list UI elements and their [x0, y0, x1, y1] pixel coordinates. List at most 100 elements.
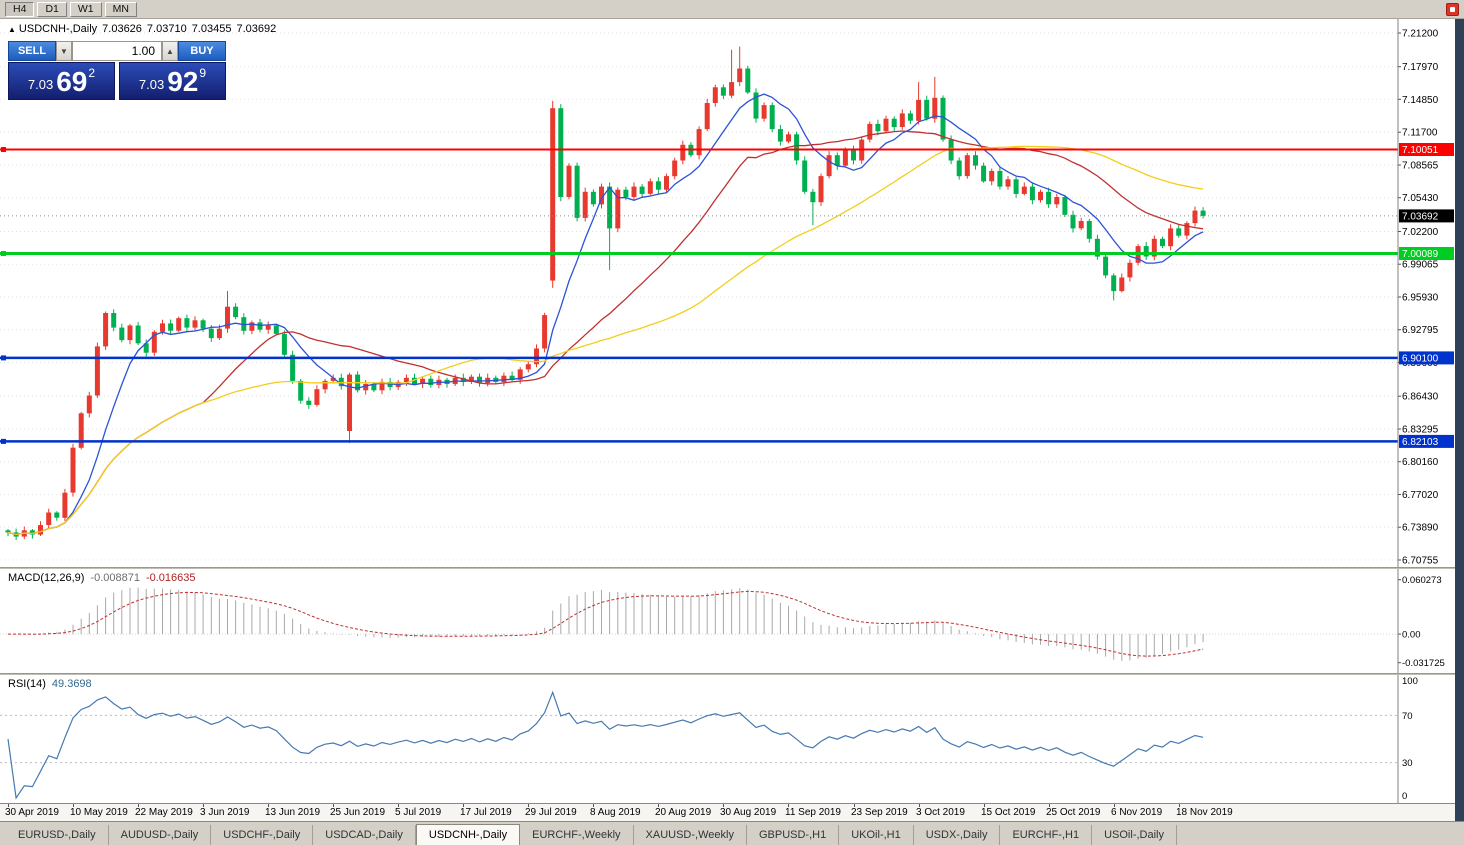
time-axis-label: 3 Oct 2019: [916, 807, 965, 818]
time-axis-tick: [398, 804, 399, 807]
ma-line-8: [7, 93, 1204, 536]
buy-price-point: 9: [199, 66, 207, 80]
time-axis-label: 29 Jul 2019: [525, 807, 577, 818]
time-axis-label: 30 Aug 2019: [720, 807, 777, 818]
time-axis-tick: [788, 804, 789, 807]
macd-main-value: -0.008871: [90, 572, 140, 584]
macd-chart[interactable]: 0.060273 0.00 -0.031725: [0, 569, 1455, 673]
window-edge-strip: [1455, 19, 1464, 821]
price-axis[interactable]: 7.21200 7.17970 7.14850 7.11700 7.08565 7.054…: [1397, 19, 1455, 567]
time-axis[interactable]: 30 Apr 2019 10 May 2019 22 May 2019 3 Jun 2…: [0, 803, 1455, 821]
current-price-badge: 7.03692: [1399, 209, 1454, 223]
ohlc-close: 7.03692: [236, 23, 277, 35]
pane-splitter[interactable]: [0, 567, 1455, 569]
timeframe-button-h4[interactable]: H4: [5, 1, 35, 17]
svg-text:0.060273: 0.060273: [1402, 575, 1442, 586]
symbol-name: USDCNH-,Daily: [18, 23, 98, 35]
svg-text:6.73890: 6.73890: [1402, 523, 1439, 534]
time-axis-tick: [463, 804, 464, 807]
timeframe-button-mn[interactable]: MN: [104, 1, 137, 17]
time-axis-label: 10 May 2019: [70, 807, 128, 818]
svg-text:6.77020: 6.77020: [1402, 490, 1439, 501]
svg-text:7.08565: 7.08565: [1402, 161, 1439, 172]
time-axis-tick: [854, 804, 855, 807]
svg-text:7.21200: 7.21200: [1402, 29, 1439, 40]
time-axis-label: 25 Jun 2019: [330, 807, 386, 818]
svg-text:7.11700: 7.11700: [1402, 128, 1438, 139]
volume-decrease-button[interactable]: ▼: [56, 41, 72, 61]
tab-audusd-daily[interactable]: AUDUSD-,Daily: [109, 825, 212, 845]
time-axis-tick: [203, 804, 204, 807]
price-grid: [0, 32, 1398, 561]
main-chart-pane[interactable]: 7.21200 7.17970 7.14850 7.11700 7.08565 7.054…: [0, 19, 1455, 567]
svg-text:7.10051: 7.10051: [1402, 145, 1439, 156]
sell-price-prefix: 7.03: [27, 77, 54, 92]
time-axis-label: 5 Jul 2019: [395, 807, 442, 818]
time-axis-tick: [723, 804, 724, 807]
buy-price-prefix: 7.03: [138, 77, 165, 92]
sell-price-display[interactable]: 7.03 69 2: [8, 62, 115, 100]
tab-usoil-daily[interactable]: USOil-,Daily: [1092, 825, 1177, 845]
time-axis-tick: [138, 804, 139, 807]
hline-price-badge: 6.90100: [1399, 351, 1454, 365]
svg-text:6.83295: 6.83295: [1402, 425, 1439, 436]
time-axis-tick: [1179, 804, 1180, 807]
tab-eurchf-weekly[interactable]: EURCHF-,Weekly: [520, 825, 634, 845]
time-axis-tick: [658, 804, 659, 807]
time-axis-tick: [333, 804, 334, 807]
svg-text:6.70755: 6.70755: [1402, 556, 1439, 567]
time-axis-label: 23 Sep 2019: [851, 807, 908, 818]
svg-text:30: 30: [1402, 758, 1413, 769]
time-axis-tick: [593, 804, 594, 807]
svg-text:0.00: 0.00: [1402, 630, 1421, 641]
time-axis-tick: [1114, 804, 1115, 807]
svg-text:7.03692: 7.03692: [1402, 211, 1439, 222]
rsi-indicator-pane[interactable]: 100 70 30 0 RSI(14) 49.3698: [0, 675, 1455, 803]
time-axis-label: 13 Jun 2019: [265, 807, 321, 818]
tab-usdx-daily[interactable]: USDX-,Daily: [914, 825, 1001, 845]
sell-button[interactable]: SELL: [8, 41, 56, 61]
svg-text:6.80160: 6.80160: [1402, 457, 1439, 468]
svg-text:7.17970: 7.17970: [1402, 62, 1439, 73]
time-axis-tick: [984, 804, 985, 807]
svg-text:6.92795: 6.92795: [1402, 325, 1439, 336]
svg-text:7.05430: 7.05430: [1402, 193, 1439, 204]
pane-splitter[interactable]: [0, 673, 1455, 675]
time-axis-label: 18 Nov 2019: [1176, 807, 1233, 818]
chart-marker-icon: ▲: [8, 25, 16, 34]
svg-text:100: 100: [1402, 676, 1418, 687]
time-axis-label: 3 Jun 2019: [200, 807, 250, 818]
macd-label: MACD(12,26,9) -0.008871 -0.016635: [8, 572, 196, 584]
rsi-chart[interactable]: 100 70 30 0: [0, 675, 1455, 803]
rsi-line: [7, 690, 1204, 800]
time-axis-tick: [919, 804, 920, 807]
chart-window: 7.21200 7.17970 7.14850 7.11700 7.08565 7.054…: [0, 19, 1455, 821]
time-axis-label: 25 Oct 2019: [1046, 807, 1101, 818]
svg-text:6.95930: 6.95930: [1402, 293, 1439, 304]
tab-ukoil-h1[interactable]: UKOil-,H1: [839, 825, 914, 845]
time-axis-label: 15 Oct 2019: [981, 807, 1036, 818]
tab-usdchf-daily[interactable]: USDCHF-,Daily: [211, 825, 314, 845]
tab-usdcnh-daily[interactable]: USDCNH-,Daily: [415, 824, 521, 845]
tab-gbpusd-h1[interactable]: GBPUSD-,H1: [747, 825, 840, 845]
time-axis-tick: [528, 804, 529, 807]
buy-button[interactable]: BUY: [178, 41, 226, 61]
volume-input[interactable]: [72, 41, 162, 61]
svg-text:6.82103: 6.82103: [1402, 437, 1439, 448]
candlestick-chart[interactable]: 7.21200 7.17970 7.14850 7.11700 7.08565 7.054…: [0, 19, 1455, 567]
timeframe-button-w1[interactable]: W1: [69, 1, 102, 17]
timeframe-button-d1[interactable]: D1: [37, 1, 67, 17]
ohlc-open: 7.03626: [102, 23, 142, 35]
tab-xauusd-weekly[interactable]: XAUUSD-,Weekly: [634, 825, 747, 845]
macd-indicator-pane[interactable]: 0.060273 0.00 -0.031725 MACD(12,26,9) -0.00…: [0, 569, 1455, 673]
tab-eurusd-daily[interactable]: EURUSD-,Daily: [6, 825, 109, 845]
tab-usdcad-daily[interactable]: USDCAD-,Daily: [313, 825, 416, 845]
volume-increase-button[interactable]: ▲: [162, 41, 178, 61]
time-axis-label: 22 May 2019: [135, 807, 193, 818]
buy-price-display[interactable]: 7.03 92 9: [119, 62, 226, 100]
tab-eurchf-h1[interactable]: EURCHF-,H1: [1000, 825, 1093, 845]
svg-text:0: 0: [1402, 791, 1407, 802]
symbol-ohlc-line: ▲ USDCNH-,Daily 7.03626 7.03710 7.03455 7.036…: [8, 23, 276, 35]
buy-price-pips: 92: [167, 66, 199, 97]
